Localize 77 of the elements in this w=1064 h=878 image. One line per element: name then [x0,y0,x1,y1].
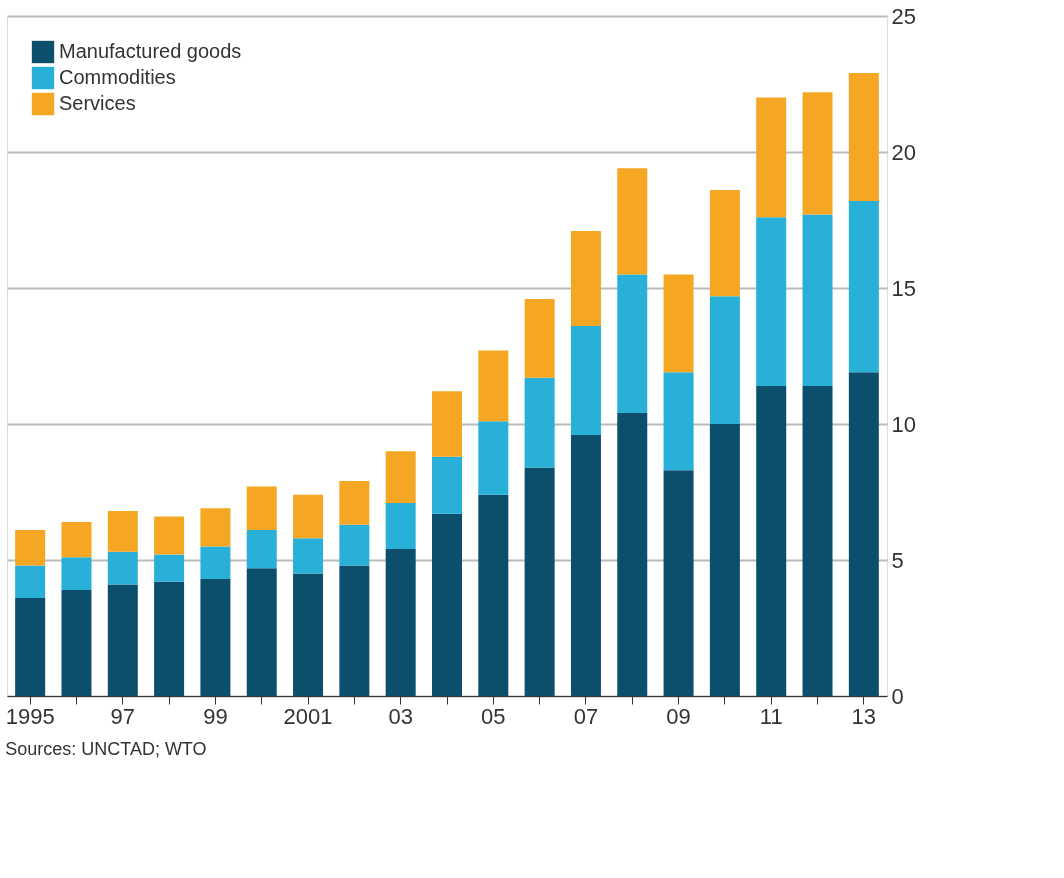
bar [385,451,416,503]
bar [293,538,324,574]
x-tick-label: 99 [203,703,228,729]
bar [756,217,787,386]
bar [432,456,462,514]
bar [107,584,138,696]
bar [15,598,46,696]
bar [432,391,462,457]
bar [385,502,416,550]
bar [848,73,879,201]
bar [339,565,370,696]
bar [663,274,694,373]
bar [107,511,138,552]
x-tick-label: 03 [388,703,413,729]
bar [756,97,787,218]
bar [15,565,46,599]
y-tick-label: 0 [891,683,904,709]
bar [848,372,879,696]
x-tick-label: 13 [851,703,877,729]
legend-label: Commodities [59,66,176,88]
bar [478,494,509,696]
bar [246,568,277,696]
legend-label: Services [59,92,136,114]
bar [617,413,648,696]
bar [200,508,231,547]
bar [570,434,601,696]
x-tick-label: 09 [666,703,691,729]
bar [617,274,648,414]
bar [61,557,92,590]
x-tick-label: 2001 [283,703,333,729]
x-tick-label: 11 [759,703,783,729]
bar [663,470,694,696]
bar [570,230,601,327]
bar [154,581,185,696]
legend-label: Manufactured goods [59,40,242,62]
bar [293,494,324,539]
x-tick-label: 05 [481,703,506,729]
source-note: Sources: UNCTAD; WTO [5,739,207,759]
bar [524,467,555,696]
bar [293,573,324,696]
bar [154,516,185,555]
bar [709,424,740,696]
bar [61,589,92,696]
bar [617,168,648,275]
bar [107,551,138,585]
bar [15,530,46,566]
bar [756,385,787,696]
bar [802,214,833,386]
x-tick-label: 1995 [5,703,55,729]
bar [200,579,231,696]
bar [432,513,462,696]
y-tick-label: 25 [891,3,916,29]
bar [61,521,92,558]
bar [385,549,416,696]
x-tick-label: 97 [110,703,136,729]
bar [802,385,833,696]
bar [570,326,601,435]
y-tick-label: 20 [891,139,916,165]
bar [246,486,277,531]
y-tick-label: 5 [891,547,904,573]
y-tick-label: 15 [891,275,916,301]
bar [709,190,740,297]
bar [339,481,370,525]
bar [848,200,879,373]
y-tick-label: 10 [891,411,916,437]
bar [709,296,740,424]
x-tick-label: 07 [573,703,599,729]
bar [663,372,694,471]
bar [524,377,555,468]
bar [339,524,370,566]
bar [478,350,509,422]
bar [802,92,833,215]
bar [524,298,555,378]
bar [246,530,277,569]
bar [478,421,509,495]
bar [154,554,185,582]
bar [200,546,231,580]
